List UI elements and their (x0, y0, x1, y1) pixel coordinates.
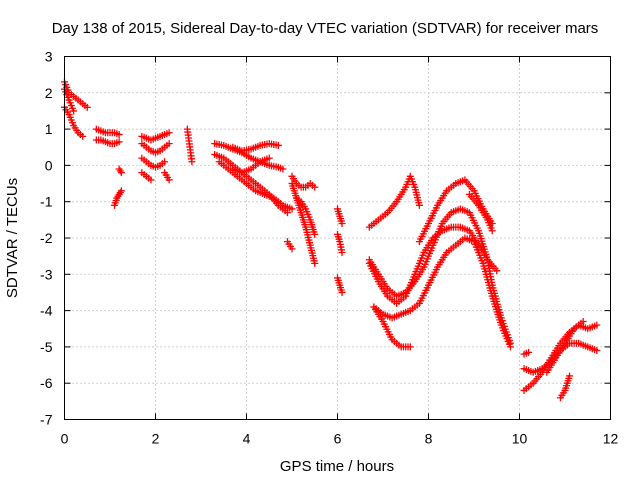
data-point (338, 249, 346, 257)
grid (64, 56, 611, 420)
y-tick-label: 1 (45, 121, 53, 137)
data-point (288, 245, 296, 253)
y-tick-label: -7 (40, 412, 53, 428)
data-point (406, 343, 414, 351)
x-tick-label: 6 (334, 431, 342, 447)
y-tick-label: 0 (45, 157, 53, 173)
data-points (61, 78, 601, 402)
data-point (147, 176, 155, 184)
data-point (593, 321, 601, 329)
data-point (165, 129, 173, 137)
y-tick-label: -1 (40, 194, 53, 210)
data-point (115, 138, 123, 146)
data-point (593, 347, 601, 355)
chart-title: Day 138 of 2015, Sidereal Day-to-day VTE… (52, 20, 599, 37)
data-point (566, 372, 574, 380)
data-point (506, 343, 514, 351)
data-point (274, 141, 282, 149)
data-point (288, 205, 296, 213)
y-tick-label: -5 (40, 339, 53, 355)
data-point (165, 140, 173, 148)
data-point (117, 169, 125, 177)
y-tick-label: -3 (40, 266, 53, 282)
data-point (311, 230, 319, 238)
data-point (79, 132, 87, 140)
x-tick-label: 8 (425, 431, 433, 447)
x-tick-label: 4 (243, 431, 251, 447)
data-point (338, 288, 346, 296)
data-point (311, 183, 319, 191)
x-tick-label: 12 (603, 431, 619, 447)
data-point (165, 176, 173, 184)
data-point (579, 317, 587, 325)
x-tick-label: 0 (61, 431, 69, 447)
data-point (115, 131, 123, 139)
data-point (338, 219, 346, 227)
y-tick-label: -4 (40, 303, 53, 319)
data-point (70, 107, 78, 115)
data-point (83, 103, 91, 111)
data-point (279, 165, 287, 173)
data-point (188, 158, 196, 166)
data-point (265, 154, 273, 162)
y-tick-label: -6 (40, 375, 53, 391)
y-tick-label: 3 (45, 49, 53, 65)
data-point (117, 187, 125, 195)
data-point (493, 267, 501, 275)
data-point (415, 201, 423, 209)
x-tick-label: 10 (512, 431, 528, 447)
data-point (311, 259, 319, 267)
y-tick-label: -2 (40, 230, 53, 246)
x-tick-label: 2 (152, 431, 160, 447)
data-point (525, 348, 533, 356)
y-axis-label: SDTVAR / TECUs (4, 178, 21, 298)
x-axis-label: GPS time / hours (280, 458, 394, 475)
data-point (161, 158, 169, 166)
plot-frame (64, 56, 611, 420)
y-tick-label: 2 (45, 85, 53, 101)
data-point (488, 227, 496, 235)
